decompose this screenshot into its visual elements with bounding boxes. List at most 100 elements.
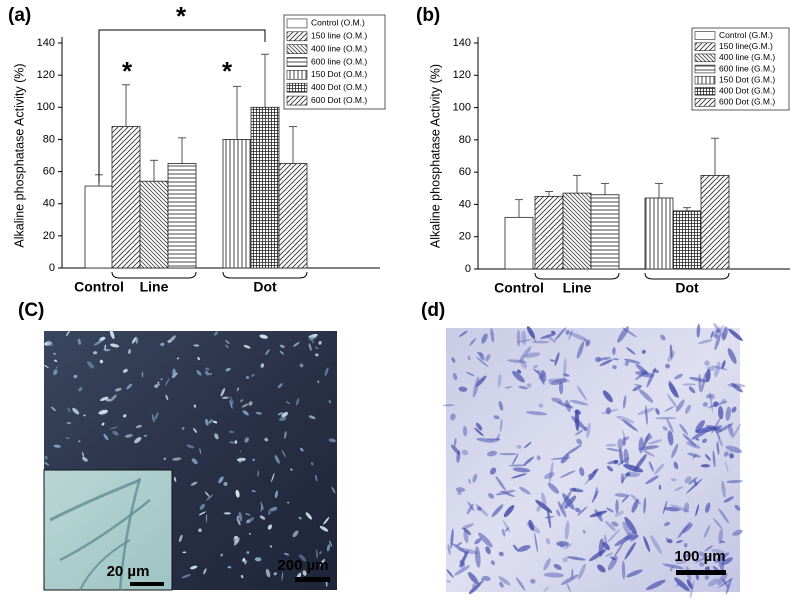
- cell: [269, 545, 273, 548]
- stain: [587, 473, 592, 478]
- cell: [53, 352, 56, 355]
- stain: [461, 523, 474, 530]
- stain: [491, 504, 504, 518]
- stain: [716, 423, 734, 434]
- legend-swatch: [694, 75, 716, 85]
- stain: [662, 426, 668, 431]
- stain: [512, 467, 531, 473]
- stain: [551, 397, 563, 403]
- cell: [267, 524, 273, 530]
- stain: [456, 542, 463, 547]
- stain: [631, 498, 639, 513]
- stain: [705, 369, 711, 382]
- cell: [196, 370, 202, 376]
- cell: [44, 461, 50, 466]
- cell: [77, 338, 81, 345]
- y-tick-label: 140: [453, 37, 471, 49]
- stain: [525, 411, 548, 416]
- stain: [700, 372, 707, 393]
- legend-label: 150 Dot (G.M.): [719, 74, 775, 84]
- stain: [556, 509, 561, 517]
- cell: [324, 367, 329, 377]
- cell: [284, 430, 287, 439]
- stain: [675, 560, 687, 565]
- stain: [579, 467, 585, 477]
- annotation: *: [176, 1, 187, 31]
- legend-swatch: [286, 31, 308, 42]
- stain: [622, 327, 637, 338]
- scale-label: 100 µm: [674, 548, 725, 565]
- stain: [537, 369, 545, 385]
- stain: [583, 338, 590, 345]
- y-tick-label: 140: [37, 37, 55, 49]
- stain: [541, 492, 547, 507]
- stain: [501, 528, 506, 537]
- stain: [683, 543, 688, 548]
- cell: [114, 387, 122, 392]
- cell: [123, 414, 127, 418]
- stain: [718, 508, 730, 524]
- stain: [486, 450, 498, 457]
- legend-label: 400 line (O.M.): [311, 43, 367, 53]
- bar: [590, 194, 620, 270]
- cell: [199, 447, 201, 455]
- cell: [99, 396, 109, 401]
- stain: [538, 403, 544, 408]
- cell: [236, 515, 239, 519]
- stain: [613, 460, 619, 465]
- cell: [46, 340, 54, 347]
- stain: [725, 406, 731, 421]
- stain: [634, 371, 648, 381]
- stain: [512, 370, 525, 383]
- stain: [568, 329, 573, 341]
- stain: [576, 385, 587, 401]
- stain: [638, 389, 654, 403]
- stain: [510, 473, 527, 479]
- stain: [717, 572, 728, 586]
- stain: [559, 542, 565, 548]
- stain: [498, 551, 504, 557]
- stain: [523, 456, 534, 466]
- cell: [251, 489, 256, 493]
- stain: [723, 496, 734, 503]
- stain: [605, 520, 616, 532]
- cell: [225, 344, 229, 348]
- stain: [518, 385, 528, 390]
- stain: [502, 519, 511, 533]
- x-tick-label: Line: [563, 280, 592, 296]
- cell: [126, 383, 133, 390]
- stain: [695, 573, 699, 581]
- stain: [505, 527, 510, 532]
- cell: [315, 474, 318, 482]
- cell: [204, 367, 210, 371]
- stain: [615, 499, 619, 514]
- inset-scale-bar: [130, 582, 164, 586]
- cell: [292, 530, 299, 538]
- y-axis-title: Alkaline phosphatase Activity (%): [428, 64, 442, 248]
- cell: [302, 570, 307, 576]
- cell: [264, 437, 269, 442]
- stain: [694, 554, 712, 563]
- stain: [471, 583, 476, 588]
- x-tick-label: Control: [74, 279, 124, 295]
- bar: [278, 163, 308, 269]
- stain: [714, 333, 721, 351]
- cell: [65, 437, 70, 439]
- stain: [606, 448, 621, 452]
- cell: [163, 457, 166, 460]
- cell: [287, 501, 290, 504]
- stain: [442, 322, 746, 600]
- stain: [545, 538, 551, 545]
- stain: [704, 454, 711, 461]
- stain: [614, 493, 629, 498]
- stain: [664, 406, 675, 412]
- stain: [606, 465, 614, 472]
- stain: [468, 581, 483, 595]
- stain: [540, 333, 557, 339]
- stain: [671, 443, 679, 459]
- stain: [710, 365, 728, 371]
- stain: [528, 326, 537, 343]
- cell: [214, 331, 218, 336]
- panel-label: (C): [18, 300, 44, 321]
- stain: [498, 576, 511, 586]
